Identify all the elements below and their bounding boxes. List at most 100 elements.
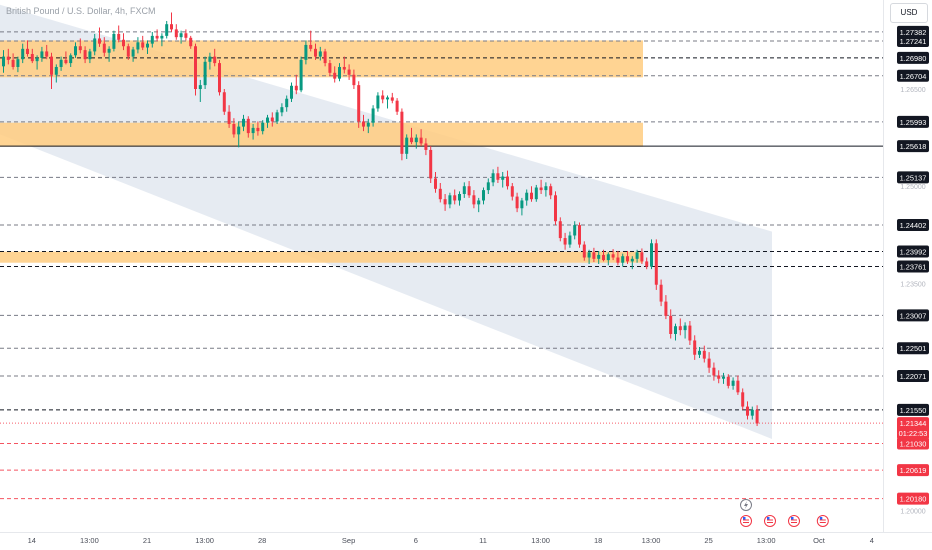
candle-body (482, 190, 485, 201)
level-label-bg (897, 309, 929, 322)
candle-body (736, 380, 740, 393)
candle-body (525, 192, 529, 201)
level-label[interactable]: 1.27241 (900, 37, 927, 46)
candle-body (256, 127, 260, 132)
candle-body (11, 59, 15, 67)
candle-body (261, 122, 265, 132)
candle-body (222, 92, 226, 112)
candle-body (491, 173, 495, 183)
candle-body (683, 325, 687, 331)
candle-body (122, 39, 125, 47)
symbol-title: British Pound / U.S. Dollar, 4h, FXCM (6, 6, 156, 16)
candle-body (174, 29, 178, 38)
candle-body (30, 54, 34, 62)
level-label-bg (897, 492, 929, 505)
level-label[interactable]: 1.22071 (900, 372, 927, 381)
candle-body (602, 254, 605, 261)
candle-body (194, 46, 197, 90)
candle-body (674, 326, 677, 334)
candle-body (333, 72, 337, 79)
us-flag-circle (816, 515, 829, 527)
level-label[interactable]: 1.21550 (900, 406, 927, 415)
candle-body (630, 258, 634, 262)
us-flag-circle (788, 515, 800, 527)
supply-demand-zones[interactable] (0, 40, 643, 263)
level-label[interactable]: 1.23761 (900, 263, 927, 272)
candle-body (246, 118, 250, 134)
candle-body (16, 59, 20, 67)
level-label[interactable]: 1.23992 (900, 248, 927, 257)
level-label[interactable]: 1.21030 (900, 440, 927, 449)
zone-rect[interactable] (0, 122, 643, 147)
y-tick-label: 1.20000 (900, 508, 925, 515)
time-axis[interactable]: 14 13:00 21 13:00 28 Sep 6 11 13:00 18 13:00 25 13:0… (28, 536, 874, 545)
candle-body (645, 261, 649, 267)
current-price-value[interactable]: 1.21344 (900, 419, 927, 428)
candle-body (198, 85, 202, 90)
level-label[interactable]: 1.25137 (900, 173, 927, 182)
level-label[interactable]: 1.26704 (900, 72, 927, 81)
candle-body (136, 42, 140, 50)
candle-body (443, 199, 447, 205)
level-label-bg (897, 403, 929, 416)
candle-body (218, 63, 221, 93)
candle-body (650, 243, 653, 267)
us-flag-icon[interactable] (788, 515, 800, 527)
candle-body (726, 376, 730, 386)
zone-rect[interactable] (0, 251, 643, 263)
candle-body (170, 24, 173, 30)
candle-body (299, 59, 303, 91)
candle-body (414, 137, 418, 143)
candle-body (242, 118, 245, 127)
level-label-bg (897, 171, 929, 184)
level-label[interactable]: 1.20180 (900, 495, 927, 504)
candle-body (549, 186, 553, 196)
candle-body (587, 252, 591, 258)
candle-body (314, 48, 317, 57)
candle-body (54, 66, 58, 75)
level-label[interactable]: 1.20619 (900, 466, 927, 475)
candle-body (126, 46, 130, 57)
x-tick-label: 4 (870, 536, 874, 545)
x-tick-label: 25 (704, 536, 712, 545)
level-label[interactable]: 1.23007 (900, 311, 927, 320)
candle-body (165, 24, 169, 36)
x-tick-label: 13:00 (80, 536, 99, 545)
level-label[interactable]: 1.27382 (900, 28, 927, 37)
candle-body (6, 56, 10, 60)
us-flag-icon[interactable] (740, 515, 752, 527)
us-flag-icon[interactable] (764, 515, 776, 527)
candle-body (506, 176, 509, 187)
candle-body (232, 124, 236, 135)
candle-body (64, 59, 68, 64)
candle-body (50, 56, 53, 75)
x-tick-label: Sep (342, 536, 355, 545)
candle-body (69, 55, 73, 64)
channel-fill[interactable] (0, 4, 772, 439)
level-label[interactable]: 1.25993 (900, 118, 927, 127)
candle-body (563, 238, 567, 245)
currency-button[interactable]: USD (890, 3, 928, 23)
level-label[interactable]: 1.25618 (900, 142, 927, 151)
candle-body (275, 112, 279, 122)
candle-body (698, 350, 701, 355)
candle-body (554, 195, 557, 222)
level-label[interactable]: 1.22501 (900, 344, 927, 353)
candle-body (45, 51, 49, 57)
level-label[interactable]: 1.24402 (900, 221, 927, 230)
zone-rect[interactable] (0, 40, 643, 78)
economic-events[interactable] (740, 499, 829, 527)
us-flag-icon[interactable] (816, 515, 829, 527)
candle-body (688, 325, 692, 341)
descending-channel[interactable] (0, 4, 772, 439)
y-tick-label: 1.23500 (900, 281, 925, 288)
level-label[interactable]: 1.26980 (900, 54, 927, 63)
horizontal-levels[interactable] (0, 31, 883, 500)
candle-body (294, 85, 298, 91)
candle-body (74, 46, 77, 56)
candle-body (318, 51, 322, 57)
candle-body (386, 97, 389, 100)
lightning-icon[interactable] (740, 499, 752, 511)
